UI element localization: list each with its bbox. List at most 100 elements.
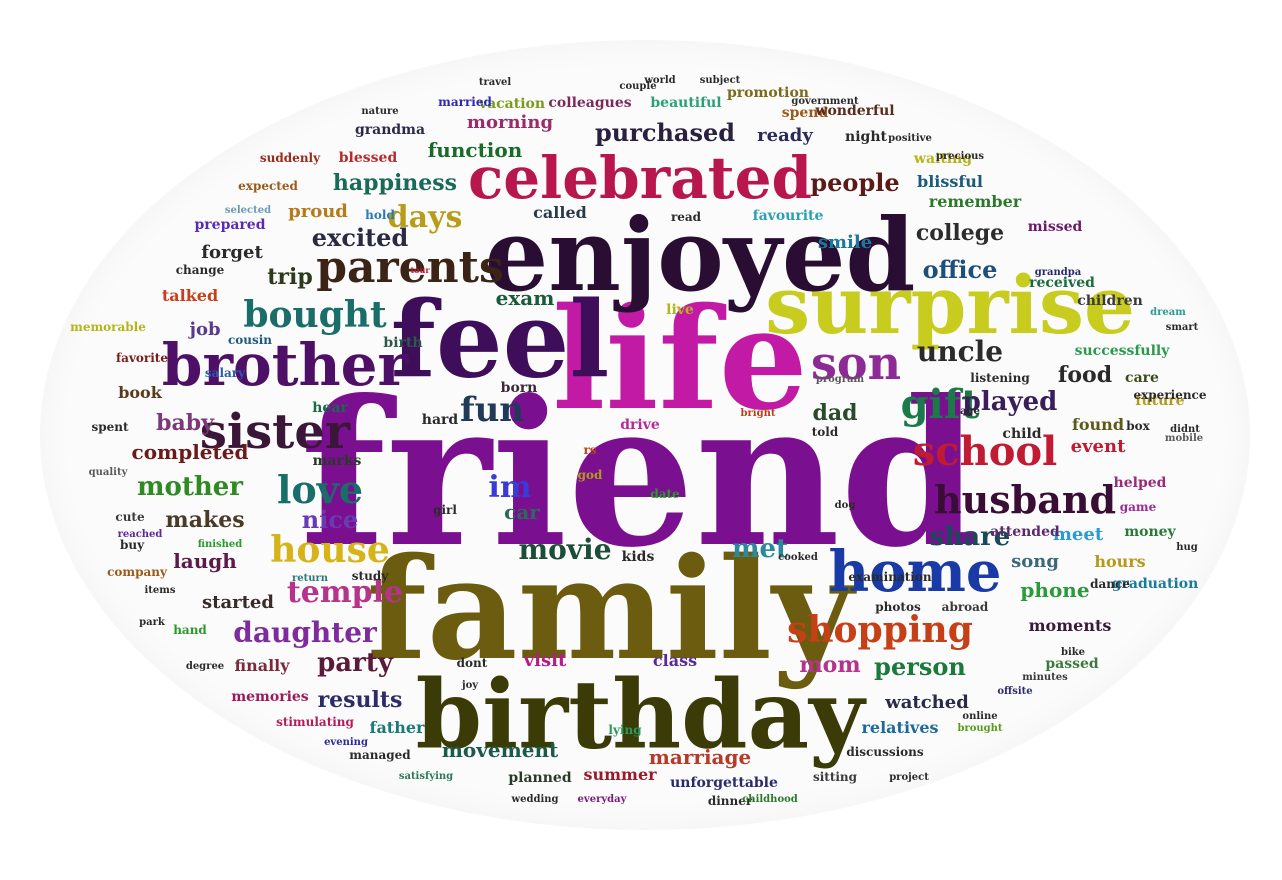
word-hug: hug xyxy=(1176,542,1198,553)
word-blessed: blessed xyxy=(338,150,398,166)
word-helped: helped xyxy=(1113,475,1167,491)
word-marks: marks xyxy=(312,453,362,469)
word-people: people xyxy=(810,168,900,197)
word-quality: quality xyxy=(88,467,128,478)
word-office: office xyxy=(922,255,998,284)
word-sitting: sitting xyxy=(812,770,858,784)
word-listening: listening xyxy=(970,371,1030,385)
word-party: party xyxy=(317,648,393,678)
word-buy: buy xyxy=(119,538,145,552)
word-birthday: birthday xyxy=(415,659,865,771)
word-received: received xyxy=(1029,275,1095,291)
word-school: school xyxy=(912,428,1058,475)
word-talked: talked xyxy=(161,286,219,305)
word-dream: dream xyxy=(1150,307,1186,318)
word-movement: movement xyxy=(441,738,559,762)
word-vacation: vacation xyxy=(478,96,546,112)
word-phone: phone xyxy=(1020,578,1090,602)
word-graduation: graduation xyxy=(1111,576,1199,592)
word-precious: precious xyxy=(935,151,985,162)
word-abroad: abroad xyxy=(941,600,989,614)
word-favourite: favourite xyxy=(752,208,824,224)
word-mom: mom xyxy=(799,652,861,678)
cloud-oval-background xyxy=(40,40,1250,830)
word-hard: hard xyxy=(421,412,459,428)
word-told: told xyxy=(811,425,839,439)
word-evening: evening xyxy=(324,737,368,748)
word-bought: bought xyxy=(243,294,387,336)
word-children: children xyxy=(1077,293,1143,309)
word-exam: exam xyxy=(495,286,555,310)
word-minutes: minutes xyxy=(1022,672,1068,683)
word-photos: photos xyxy=(875,600,921,614)
word-uncle: uncle xyxy=(916,335,1004,368)
word-cousin: cousin xyxy=(227,333,273,347)
word-smart: smart xyxy=(1165,322,1199,333)
word-fun: fun xyxy=(459,390,525,430)
word-hear: hear xyxy=(312,400,348,416)
word-class: class xyxy=(652,651,698,670)
word-missed: missed xyxy=(1027,219,1083,235)
word-son: son xyxy=(810,336,902,390)
word-job: job xyxy=(189,319,221,340)
word-enjoyed: enjoyed xyxy=(484,196,916,314)
word-rs: rs xyxy=(583,443,597,457)
word-nature: nature xyxy=(361,106,399,117)
word-remember: remember xyxy=(928,192,1022,211)
word-hand: hand xyxy=(173,623,207,637)
word-night: night xyxy=(845,129,887,145)
word-shopping: shopping xyxy=(787,609,973,651)
word-offsite: offsite xyxy=(997,686,1033,697)
word-days: days xyxy=(387,200,463,235)
word-completed: completed xyxy=(131,440,249,464)
word-im: im xyxy=(488,470,532,505)
word-spend: spend xyxy=(781,105,829,121)
word-wonderful: wonderful xyxy=(815,103,895,119)
word-dinner: dinner xyxy=(707,794,753,808)
word-relatives: relatives xyxy=(861,718,939,737)
word-care: care xyxy=(1125,370,1159,386)
word-food: food xyxy=(1057,362,1113,388)
word-mobile: mobile xyxy=(1164,433,1204,444)
word-return: return xyxy=(291,573,329,584)
word-expected: expected xyxy=(238,179,298,193)
word-called: called xyxy=(533,203,587,222)
word-proud: proud xyxy=(288,201,348,222)
word-married: married xyxy=(438,95,492,109)
word-grandma: grandma xyxy=(354,122,426,138)
word-lying: lying xyxy=(608,723,642,737)
word-tour: tour xyxy=(410,265,430,275)
word-bright: bright xyxy=(740,408,776,419)
word-hold: hold xyxy=(365,208,395,222)
word-company: company xyxy=(107,565,167,579)
word-found: found xyxy=(1071,415,1125,434)
word-forget: forget xyxy=(201,242,263,263)
word-born: born xyxy=(500,380,538,396)
word-age: age xyxy=(960,406,980,417)
word-online: online xyxy=(962,711,998,722)
word-change: change xyxy=(175,263,225,277)
word-friend: friend xyxy=(300,357,980,592)
word-moments: moments xyxy=(1028,616,1112,635)
word-selected: selected xyxy=(224,205,272,216)
word-girl: girl xyxy=(433,503,457,517)
word-read: read xyxy=(670,210,702,224)
word-unforgettable: unforgettable xyxy=(670,775,778,791)
word-future: future xyxy=(1135,393,1185,409)
word-game: game xyxy=(1119,500,1157,514)
word-memories: memories xyxy=(231,689,309,705)
word-share: share xyxy=(929,522,1011,552)
word-money: money xyxy=(1124,524,1176,540)
word-happiness: happiness xyxy=(332,170,458,196)
word-family: family xyxy=(366,528,854,692)
word-laugh: laugh xyxy=(173,549,237,573)
word-trip: trip xyxy=(267,264,313,290)
word-daughter: daughter xyxy=(233,616,377,649)
word-grandpa: grandpa xyxy=(1034,267,1082,278)
word-colleagues: colleagues xyxy=(548,95,632,111)
word-visit: visit xyxy=(523,650,567,671)
word-finished: finished xyxy=(197,539,243,550)
word-prepared: prepared xyxy=(194,217,266,233)
word-suddenly: suddenly xyxy=(259,151,321,165)
